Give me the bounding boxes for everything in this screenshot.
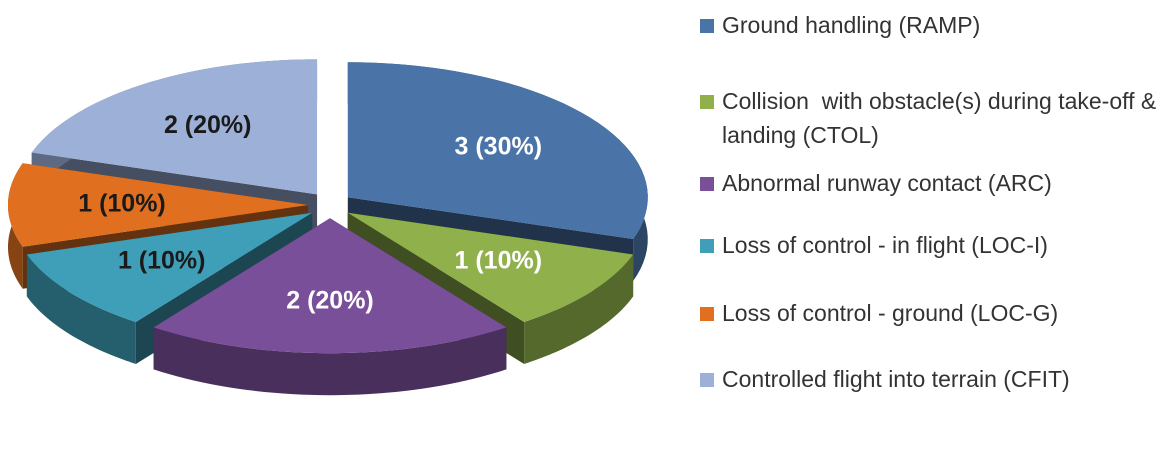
slice-top (347, 212, 634, 322)
slice-top (31, 59, 318, 195)
data-label: 1 (10%) (455, 247, 543, 275)
legend-item: Abnormal runway contact (ARC) (700, 166, 1160, 200)
legend-label: Loss of control - in flight (LOC-I) (722, 232, 1048, 258)
legend-swatch (700, 373, 714, 387)
data-label: 1 (10%) (118, 247, 206, 275)
legend-label: Abnormal runway contact (ARC) (722, 170, 1052, 196)
legend-swatch (700, 307, 714, 321)
slice-wall (153, 327, 507, 396)
slice-wall (524, 254, 634, 364)
legend-item: Loss of control - ground (LOC-G) (700, 296, 1160, 330)
slice-top (8, 163, 308, 247)
legend-item: Controlled flight into terrain (CFIT) (700, 362, 1160, 396)
legend-swatch (700, 19, 714, 33)
legend-label: Ground handling (RAMP) (722, 12, 981, 38)
legend-swatch (700, 177, 714, 191)
legend-item: Loss of control - in flight (LOC-I) (700, 228, 1160, 262)
legend-label: Collision with obstacle(s) during take-o… (722, 88, 1163, 148)
slice-top (26, 212, 313, 322)
legend-label: Loss of control - ground (LOC-G) (722, 300, 1059, 326)
slice-top (347, 62, 648, 239)
data-label: 3 (30%) (455, 133, 543, 161)
slice-wall (26, 254, 136, 364)
slice: 2 (20%) (153, 218, 507, 396)
data-label: 2 (20%) (164, 111, 252, 139)
legend-swatch (700, 239, 714, 253)
legend-item: Ground handling (RAMP) (700, 8, 1160, 42)
slice-top (153, 218, 507, 354)
legend-item: Collision with obstacle(s) during take-o… (700, 84, 1160, 152)
data-label: 1 (10%) (78, 190, 166, 218)
legend-swatch (700, 95, 714, 109)
data-label: 2 (20%) (286, 287, 374, 315)
chart: 2 (20%) 3 (30%) 1 (10%) 1 (10%) 1 (10%) 2 (20… (8, 59, 648, 396)
legend-label: Controlled flight into terrain (CFIT) (722, 366, 1070, 392)
